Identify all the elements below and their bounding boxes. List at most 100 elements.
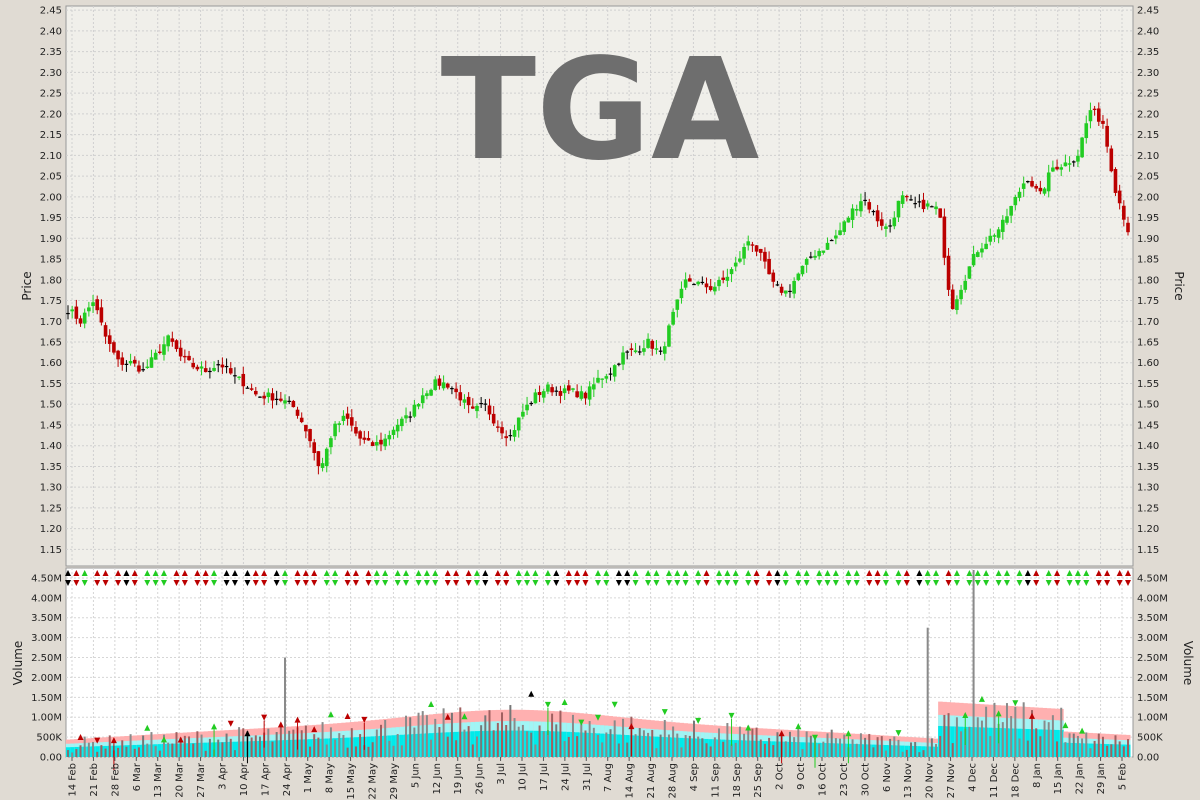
volume-bar bbox=[167, 742, 170, 757]
volume-bar bbox=[801, 749, 804, 757]
signal-marker bbox=[553, 580, 560, 586]
date-tick-label: 17 Jul bbox=[539, 763, 550, 791]
volume-bar bbox=[985, 706, 988, 757]
signal-marker bbox=[311, 570, 318, 576]
price-candle bbox=[66, 305, 70, 320]
price-tick-label: 2.25 bbox=[1137, 89, 1159, 100]
volume-bar bbox=[722, 741, 725, 757]
price-candle bbox=[224, 358, 229, 374]
price-candle bbox=[600, 378, 604, 388]
signal-marker bbox=[615, 570, 622, 576]
price-tick-label: 1.95 bbox=[40, 213, 62, 224]
price-candle bbox=[320, 457, 325, 472]
volume-bar bbox=[233, 750, 236, 757]
price-candle bbox=[587, 381, 592, 406]
price-candle bbox=[838, 222, 842, 236]
date-tick-label: 19 Jun bbox=[453, 763, 464, 795]
signal-marker bbox=[352, 580, 359, 586]
price-candle bbox=[1071, 160, 1076, 167]
price-candle bbox=[479, 396, 483, 408]
price-tick-label: 1.40 bbox=[40, 441, 62, 452]
volume-bar bbox=[1014, 707, 1017, 757]
volume-bar bbox=[663, 719, 666, 757]
signal-marker bbox=[211, 580, 218, 586]
volume-bar bbox=[889, 738, 892, 757]
price-candle bbox=[871, 209, 876, 216]
signal-marker bbox=[373, 580, 380, 586]
signal-marker bbox=[294, 570, 301, 576]
price-tick-label: 1.65 bbox=[40, 338, 62, 349]
signal-marker bbox=[482, 580, 489, 586]
signal-marker bbox=[853, 570, 860, 576]
date-tick-label: 15 Jan bbox=[1053, 763, 1064, 794]
signal-marker bbox=[123, 580, 130, 586]
signal-marker bbox=[524, 570, 531, 576]
volume-bar bbox=[179, 737, 182, 757]
volume-bar bbox=[421, 711, 424, 757]
volume-bar bbox=[993, 702, 996, 757]
price-candle bbox=[508, 429, 513, 441]
price-tick-label: 1.80 bbox=[40, 275, 62, 286]
volume-bar bbox=[542, 731, 545, 757]
price-candle bbox=[400, 416, 404, 432]
volume-signal-arrow bbox=[628, 723, 635, 730]
price-candle bbox=[746, 235, 751, 251]
volume-bar bbox=[183, 735, 186, 757]
price-candle bbox=[1088, 102, 1093, 129]
signal-marker bbox=[853, 580, 860, 586]
volume-bar bbox=[1026, 740, 1029, 757]
price-candle bbox=[1063, 154, 1068, 167]
signal-marker bbox=[403, 570, 410, 576]
signal-marker bbox=[494, 580, 501, 586]
price-candle bbox=[946, 247, 951, 296]
volume-bar bbox=[1010, 716, 1013, 757]
volume-bar bbox=[784, 741, 787, 757]
volume-signal-arrow bbox=[94, 737, 101, 744]
signal-marker bbox=[160, 570, 167, 576]
price-tick-label: 1.75 bbox=[1137, 296, 1159, 307]
price-candle bbox=[704, 277, 709, 294]
price-candle bbox=[187, 350, 191, 361]
price-candle bbox=[825, 237, 830, 251]
volume-bar bbox=[471, 744, 474, 757]
signal-marker bbox=[1074, 580, 1081, 586]
price-tick-label: 2.15 bbox=[1137, 130, 1159, 141]
price-axis-right: 1.15 1.20 1.25 1.30 1.35 1.40 1.45 1.50 1.55 1.60… bbox=[1137, 6, 1159, 556]
price-candle bbox=[153, 349, 158, 360]
date-tick-label: 22 May bbox=[368, 763, 379, 800]
volume-bar bbox=[125, 746, 128, 757]
price-candle bbox=[662, 341, 667, 361]
date-tick-label: 5 Feb bbox=[1118, 763, 1129, 790]
price-candle bbox=[329, 436, 333, 455]
volume-band-inner bbox=[533, 730, 538, 757]
signal-marker bbox=[995, 570, 1002, 576]
signal-marker bbox=[945, 580, 952, 586]
date-axis: 14 Feb 21 Feb 28 Feb 6 Mar 13 Mar 20 Mar 27 Ma… bbox=[68, 757, 1129, 800]
volume-signal-arrow bbox=[344, 713, 351, 720]
volume-bar bbox=[455, 740, 458, 757]
signal-marker bbox=[766, 580, 773, 586]
date-tick-label: 4 Dec bbox=[968, 763, 979, 792]
signal-marker bbox=[1116, 570, 1123, 576]
volume-signal-arrow bbox=[845, 730, 852, 737]
signal-marker bbox=[81, 580, 88, 586]
volume-bar bbox=[1047, 722, 1050, 757]
price-grid bbox=[66, 6, 1133, 566]
signal-marker bbox=[211, 570, 218, 576]
signal-marker bbox=[874, 570, 881, 576]
volume-bar bbox=[379, 724, 382, 757]
volume-bar bbox=[584, 730, 587, 757]
volume-bar bbox=[751, 728, 754, 757]
signal-marker bbox=[1003, 570, 1010, 576]
signal-marker bbox=[382, 580, 389, 586]
signal-marker bbox=[332, 570, 339, 576]
volume-bar bbox=[204, 750, 207, 757]
price-candle bbox=[621, 346, 625, 371]
date-tick-label: 27 Nov bbox=[946, 763, 957, 799]
date-tick-label: 30 Oct bbox=[860, 763, 871, 796]
signal-marker bbox=[953, 570, 960, 576]
volume-bar bbox=[425, 715, 428, 757]
volume-bar bbox=[346, 747, 349, 757]
price-candle bbox=[984, 236, 988, 250]
volume-bar bbox=[359, 734, 362, 757]
